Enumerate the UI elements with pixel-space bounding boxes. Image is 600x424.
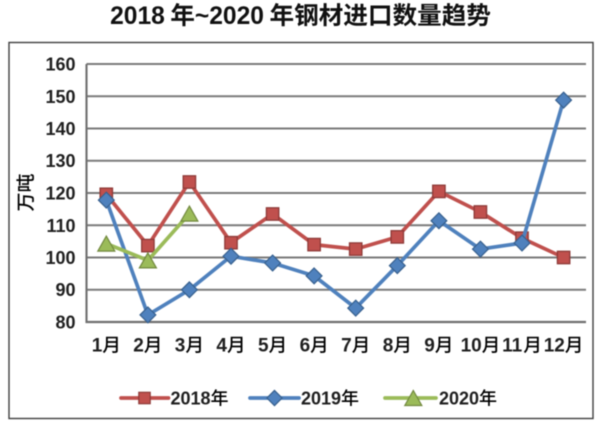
svg-text:2020: 2020 bbox=[439, 389, 479, 409]
svg-text:150: 150 bbox=[45, 87, 75, 107]
svg-text:7: 7 bbox=[341, 336, 352, 357]
svg-text:2018: 2018 bbox=[171, 389, 211, 409]
svg-text:3: 3 bbox=[175, 336, 186, 357]
svg-text:2: 2 bbox=[133, 336, 144, 357]
svg-text:9: 9 bbox=[424, 336, 435, 357]
svg-text:80: 80 bbox=[55, 313, 75, 333]
svg-text:110: 110 bbox=[46, 216, 75, 236]
svg-text:4: 4 bbox=[216, 336, 227, 357]
svg-text:140: 140 bbox=[45, 119, 75, 139]
svg-text:10: 10 bbox=[461, 336, 482, 357]
svg-text:1: 1 bbox=[92, 336, 103, 357]
svg-text:90: 90 bbox=[55, 280, 75, 300]
svg-text:130: 130 bbox=[45, 151, 75, 171]
svg-text:12: 12 bbox=[544, 336, 565, 357]
svg-text:~2020: ~2020 bbox=[195, 3, 264, 30]
svg-text:2019: 2019 bbox=[301, 389, 341, 409]
svg-text:100: 100 bbox=[45, 248, 75, 268]
svg-text:2018: 2018 bbox=[110, 3, 165, 30]
svg-text:11: 11 bbox=[502, 336, 523, 357]
svg-text:5: 5 bbox=[258, 336, 269, 357]
svg-text:160: 160 bbox=[45, 55, 75, 75]
svg-text:120: 120 bbox=[45, 184, 75, 204]
svg-text:8: 8 bbox=[383, 336, 394, 357]
svg-text:6: 6 bbox=[300, 336, 311, 357]
